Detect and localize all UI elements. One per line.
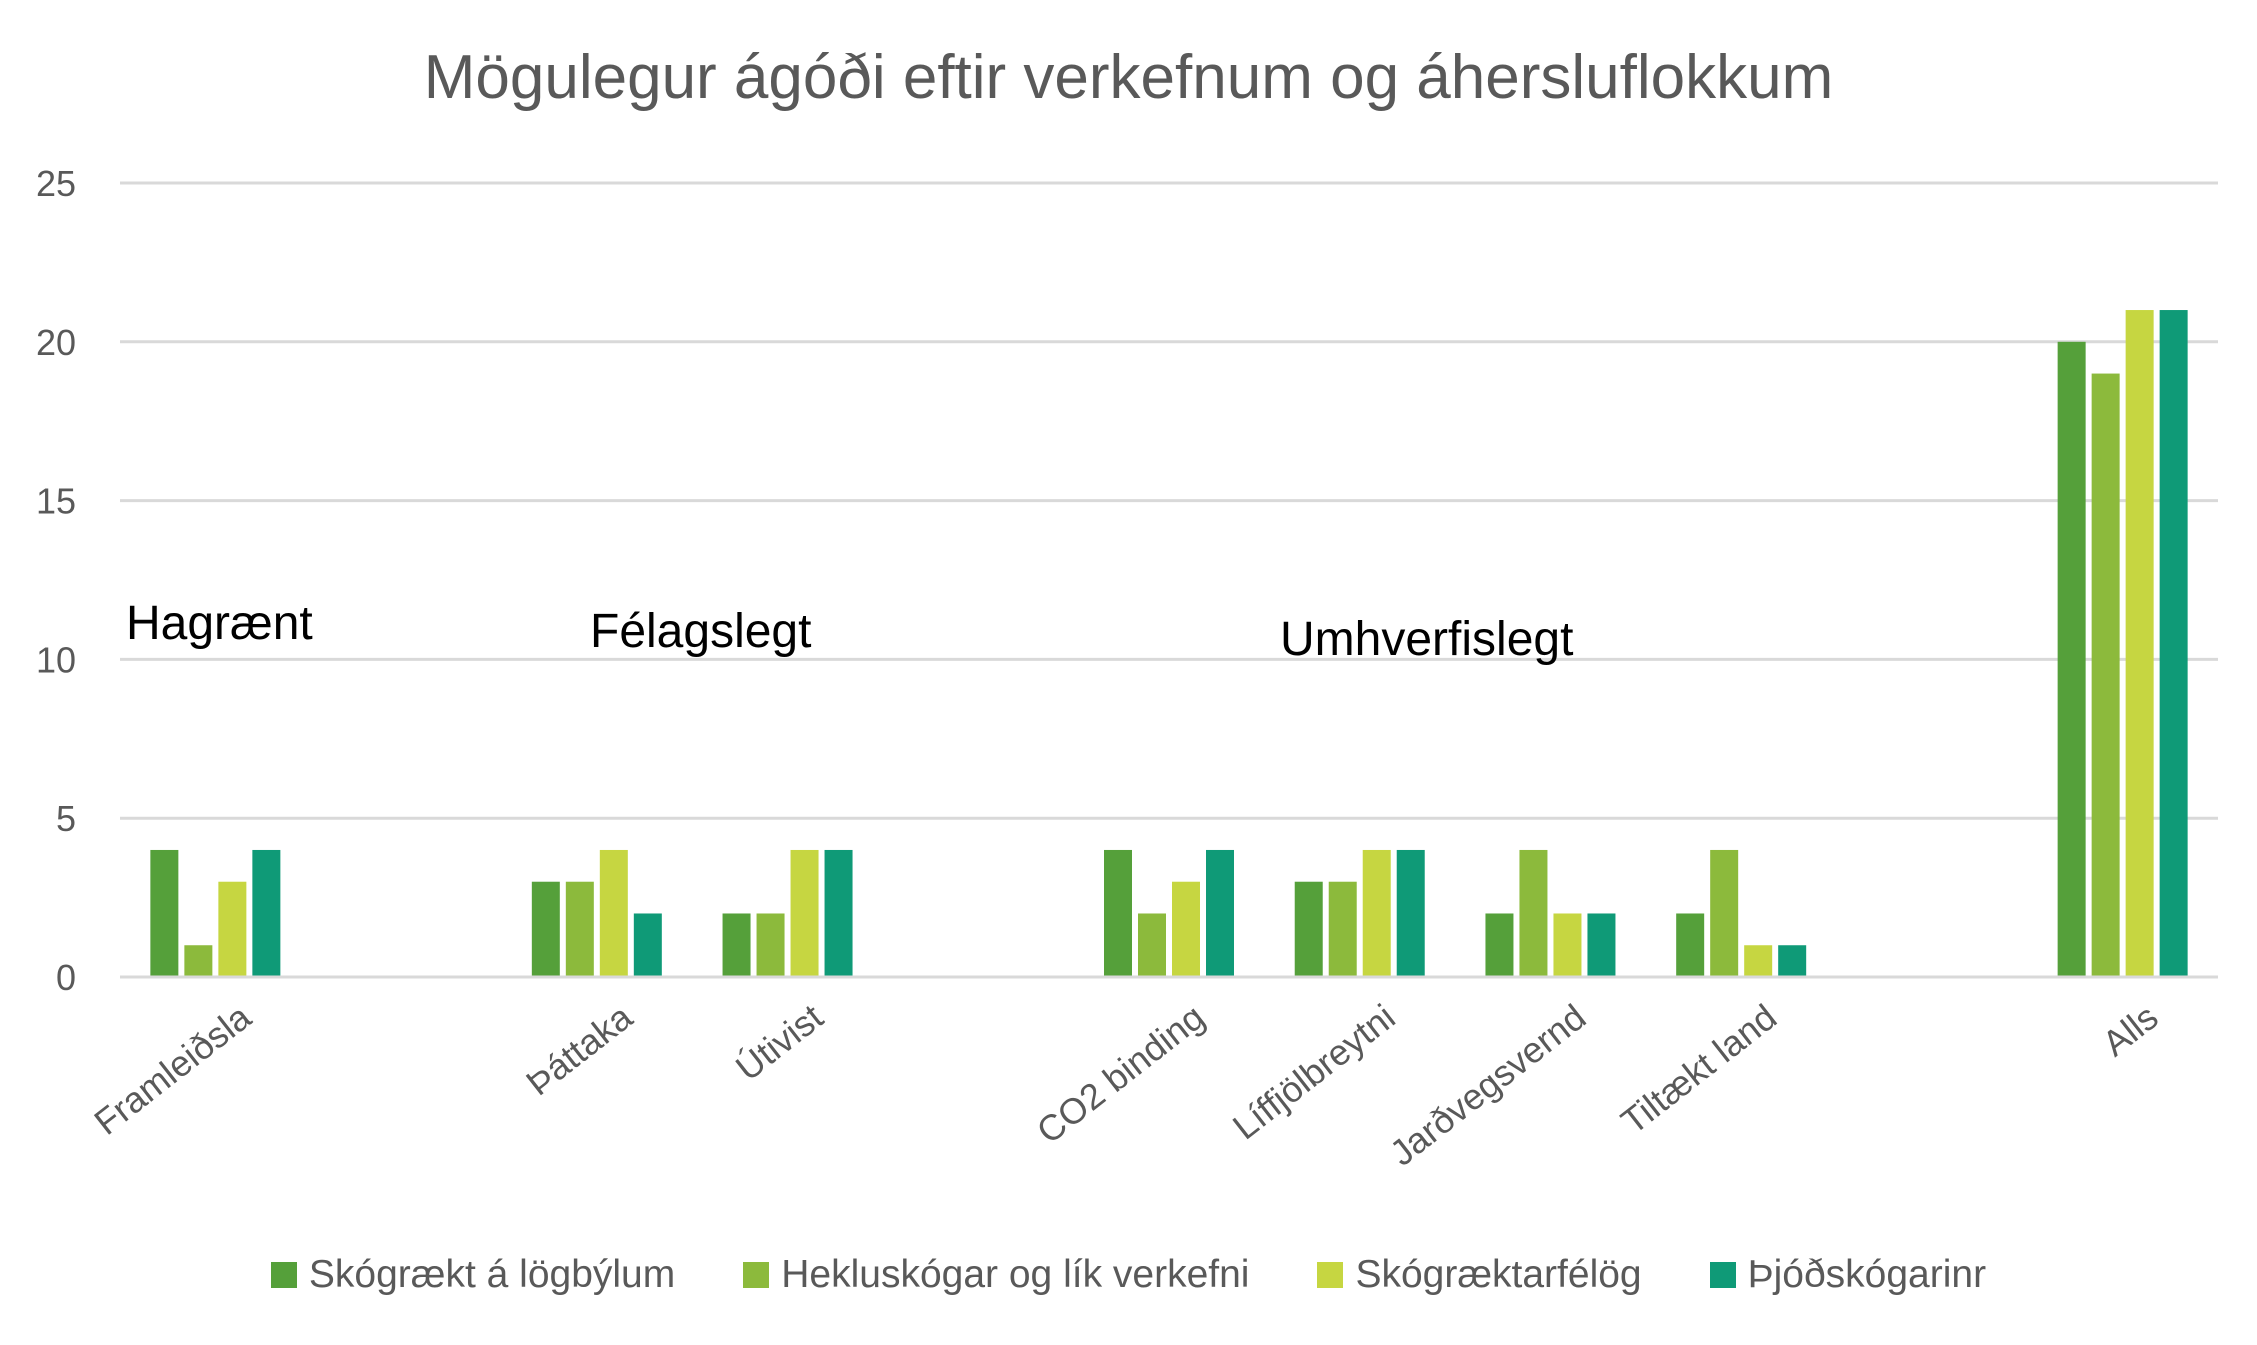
- annotation-umhverfislegt: Umhverfislegt: [1280, 613, 1574, 666]
- bar: [1553, 913, 1582, 977]
- bar: [824, 849, 853, 977]
- legend-item: Hekluskógar og lík verkefni: [743, 1253, 1249, 1297]
- legend-label: Skógræktarfélög: [1355, 1253, 1642, 1296]
- bar: [1676, 913, 1705, 977]
- bar: [565, 881, 594, 977]
- y-tick-label: 0: [56, 957, 76, 998]
- legend-item: Skógræktarfélög: [1317, 1253, 1642, 1297]
- bar: [2159, 310, 2188, 977]
- bars: [120, 310, 2218, 979]
- x-tick-label: Þáttaka: [518, 995, 640, 1103]
- x-tick-label: Jarðvegsvernd: [1382, 996, 1593, 1174]
- bar: [633, 913, 662, 977]
- bar: [1328, 881, 1357, 977]
- bar: [722, 913, 751, 977]
- bar: [1778, 945, 1807, 977]
- bar: [218, 881, 247, 977]
- legend-label: Þjóðskógarinr: [1747, 1253, 1987, 1296]
- x-axis-ticks: Framleiðsla Þáttaka Útivist CO2 binding Líff…: [86, 995, 2165, 1173]
- legend-item: Þjóðskógarinr: [1709, 1253, 1987, 1297]
- bar: [1206, 849, 1234, 977]
- bar: [531, 881, 560, 977]
- annotation-hagraent: Hagrænt: [126, 597, 313, 650]
- gridlines: [120, 181, 2218, 979]
- bar: [599, 849, 628, 977]
- bar: [1710, 849, 1739, 977]
- bar: [1138, 913, 1166, 977]
- y-tick-label: 25: [36, 163, 76, 204]
- y-tick-label: 15: [36, 481, 76, 522]
- annotation-felagslegt: Félagslegt: [590, 605, 812, 658]
- legend-swatch: [270, 1262, 297, 1288]
- legend-label: Hekluskógar og lík verkefni: [781, 1253, 1250, 1296]
- legend-swatch: [743, 1262, 770, 1288]
- x-tick-label: Líffjölbreytni: [1225, 996, 1403, 1147]
- x-tick-label: Tiltækt land: [1613, 996, 1784, 1142]
- bar: [1485, 913, 1514, 977]
- legend-item: Skógrækt á lögbýlum: [270, 1253, 676, 1297]
- bar: [1362, 849, 1391, 977]
- y-axis-ticks: 0 5 10 15 20 25: [36, 163, 76, 998]
- legend-swatch: [1709, 1262, 1736, 1288]
- bar: [1519, 849, 1548, 977]
- bar-chart: 0 5 10 15 20 25 Framleiðsla Þáttaka Útivist CO2 …: [36, 163, 2218, 1174]
- bar: [2057, 341, 2086, 977]
- bar: [1587, 913, 1616, 977]
- x-tick-label: Alls: [2095, 996, 2166, 1064]
- bar: [1294, 881, 1323, 977]
- bar: [184, 945, 213, 977]
- bar: [252, 849, 281, 977]
- bar: [150, 849, 179, 977]
- y-tick-label: 5: [56, 798, 76, 839]
- x-tick-label: CO2 binding: [1029, 996, 1212, 1152]
- y-tick-label: 10: [36, 639, 76, 680]
- x-tick-label: Útivist: [728, 996, 830, 1089]
- legend-label: Skógrækt á lögbýlum: [308, 1253, 676, 1296]
- y-tick-label: 20: [36, 322, 76, 363]
- bar: [1744, 945, 1773, 977]
- legend: Skógrækt á lögbýlum Hekluskógar og lík ve…: [0, 1253, 2257, 1297]
- bar: [790, 849, 819, 977]
- bar: [756, 913, 785, 977]
- bar: [1396, 849, 1425, 977]
- bar: [2091, 373, 2120, 977]
- bar: [2125, 310, 2154, 977]
- bar: [1172, 881, 1200, 977]
- legend-swatch: [1317, 1262, 1344, 1288]
- chart-title: Mögulegur ágóði eftir verkefnum og áhers…: [423, 43, 1834, 112]
- bar: [1104, 849, 1132, 977]
- x-tick-label: Framleiðsla: [86, 995, 259, 1142]
